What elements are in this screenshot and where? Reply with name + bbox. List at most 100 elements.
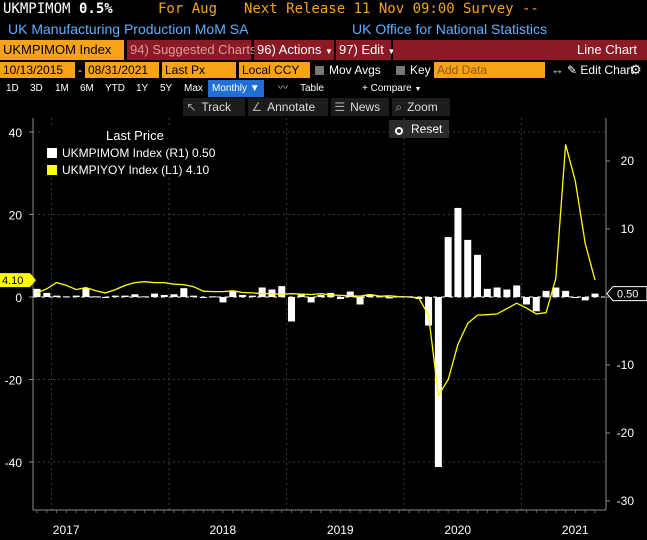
period-1y[interactable]: 1Y	[136, 83, 149, 94]
chart-type[interactable]: Line Chart	[393, 40, 647, 60]
right-tick-label: -20	[617, 426, 635, 440]
bar	[33, 288, 41, 297]
reset-label: Reset	[411, 122, 443, 136]
field-select[interactable]: Last Px	[162, 62, 236, 78]
start-date-input[interactable]: 10/13/2015	[0, 62, 75, 78]
period-max[interactable]: Max	[184, 83, 203, 94]
bar	[72, 295, 80, 297]
bar	[150, 293, 158, 297]
bar	[356, 297, 364, 305]
zoom-label: Zoom	[407, 100, 438, 114]
bar	[454, 207, 462, 297]
compare-button[interactable]: + Compare ▼	[362, 80, 421, 97]
x-tick-label: 2019	[327, 523, 354, 537]
bar	[385, 297, 393, 299]
left-tick-label: 0	[15, 291, 22, 305]
bar	[111, 295, 119, 297]
security-name: UK Manufacturing Production MoM SA	[8, 21, 249, 37]
bar	[444, 237, 452, 297]
bar	[562, 290, 570, 297]
security-field[interactable]: UKMPIMOM Index	[0, 40, 124, 60]
right-value-tag	[606, 286, 647, 302]
legend-item-2-name: UKMPIYOY Index (L1)	[62, 163, 183, 177]
gear-icon[interactable]: ⚙	[630, 62, 642, 77]
mov-avgs-label: Mov Avgs	[329, 63, 381, 77]
legend-swatch	[47, 165, 57, 175]
header-row: UKMPIMOM 0.5% For Aug Next Release 11 No…	[0, 0, 647, 20]
table-button[interactable]: Table	[300, 83, 324, 94]
legend-item-1-name: UKMPIMOM Index (R1)	[62, 146, 189, 160]
bar	[239, 294, 247, 297]
news-button[interactable]: ☰ News	[331, 98, 389, 116]
bar	[121, 295, 129, 297]
bar	[503, 289, 511, 297]
legend: Last Price UKMPIMOM Index (R1) 0.50 UKMP…	[40, 126, 252, 178]
bar	[327, 292, 335, 297]
right-tick-label: -30	[617, 494, 635, 508]
track-button[interactable]: ↖ Track	[183, 98, 245, 116]
edit-chart-button[interactable]: ✎ Edit Chart	[567, 62, 634, 78]
annotate-label: Annotate	[267, 100, 316, 114]
bar	[62, 296, 70, 298]
bar	[92, 296, 100, 298]
left-tick-label: -20	[5, 374, 23, 388]
period-5y[interactable]: 5Y	[160, 83, 173, 94]
x-tick-label: 2017	[53, 523, 80, 537]
main-toolbar: UKMPIMOM Index 94) Suggested Charts 96) …	[0, 40, 647, 60]
currency-select[interactable]: Local CCY	[239, 62, 310, 78]
period-6m[interactable]: 6M	[80, 83, 94, 94]
period-1m[interactable]: 1M	[55, 83, 69, 94]
chevron-down-icon: ▼	[414, 86, 422, 93]
legend-item-1: UKMPIMOM Index (R1) 0.50	[47, 146, 215, 160]
frequency-label: Monthly	[212, 83, 248, 94]
annotate-icon: ∠	[248, 100, 263, 114]
period-bar: 1D 3D 1M 6M YTD 1Y 5Y Max Monthly ▼ 〰 Ta…	[0, 80, 647, 97]
line-chart-icon[interactable]: 〰	[278, 83, 288, 94]
suggested-charts-button[interactable]: 94) Suggested Charts	[127, 40, 256, 60]
bar	[483, 288, 491, 297]
zoom-button[interactable]: ⌕ Zoom	[392, 98, 450, 116]
bar	[405, 296, 413, 298]
chevron-down-icon: ▼	[324, 47, 333, 56]
bar	[493, 287, 501, 297]
survey: Survey --	[463, 1, 539, 17]
actions-menu[interactable]: 96) Actions ▼	[254, 40, 334, 60]
compare-label: + Compare	[362, 83, 412, 94]
bar	[258, 287, 266, 297]
bar	[131, 294, 139, 297]
arrows-icon[interactable]: ↔	[551, 62, 564, 77]
frequency-select[interactable]: Monthly ▼	[208, 80, 264, 97]
period-3d[interactable]: 3D	[30, 83, 43, 94]
bar	[552, 287, 560, 297]
add-data-input[interactable]: Add Data	[434, 62, 545, 78]
left-value-label: 4.10	[2, 275, 23, 287]
checkbox-icon	[315, 66, 324, 75]
source-name: UK Office for National Statistics	[352, 21, 548, 37]
end-date-input[interactable]: 08/31/2021	[85, 62, 159, 78]
bar	[317, 294, 325, 297]
period-1d[interactable]: 1D	[6, 83, 19, 94]
annotate-button[interactable]: ∠ Annotate	[248, 98, 328, 116]
date-controls: 10/13/2015 - 08/31/2021 Last Px Local CC…	[0, 61, 647, 79]
mov-avgs-checkbox[interactable]: Mov Avgs	[315, 62, 381, 78]
reset-button[interactable]: Reset	[389, 120, 449, 138]
bar-series	[33, 207, 599, 467]
edit-chart-label: Edit Chart	[580, 63, 634, 77]
right-tick-label: 20	[621, 154, 635, 168]
legend-swatch	[47, 148, 57, 158]
period-ytd[interactable]: YTD	[105, 83, 125, 94]
bar	[297, 293, 305, 297]
bar	[82, 288, 90, 297]
bar	[219, 297, 227, 303]
left-tick-label: -40	[5, 456, 23, 470]
x-tick-label: 2020	[444, 523, 471, 537]
bar	[248, 295, 256, 297]
edit-menu[interactable]: 97) Edit ▼	[336, 40, 395, 60]
ticker: UKMPIMOM	[3, 1, 71, 17]
bar	[571, 297, 579, 298]
bar	[376, 296, 384, 298]
date-dash: -	[78, 63, 82, 77]
bar	[415, 297, 423, 300]
bar	[532, 297, 540, 312]
bar	[336, 297, 344, 300]
